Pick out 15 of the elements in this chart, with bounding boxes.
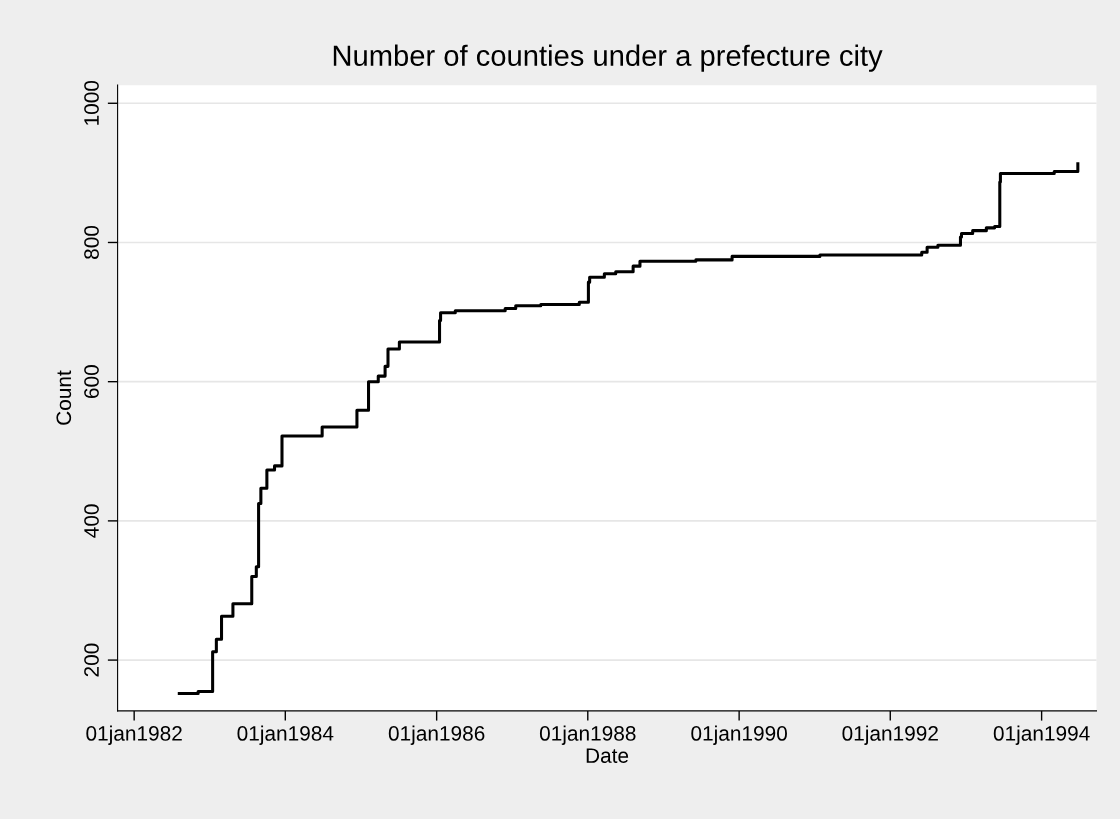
y-tick-label: 400	[84, 504, 99, 538]
x-axis-title: Date	[586, 748, 629, 763]
y-tick-label: 800	[84, 225, 99, 259]
y-axis-title: Count	[56, 370, 72, 425]
y-tick-label: 200	[84, 643, 99, 677]
x-tick-label: 01jan1984	[237, 725, 334, 745]
y-tick-label: 1000	[84, 80, 99, 125]
chart-title: Number of counties under a prefecture city	[333, 44, 883, 72]
x-tick-label: 01jan1982	[86, 725, 182, 745]
x-tick-label: 01jan1994	[993, 725, 1090, 745]
x-tick-label: 01jan1988	[539, 725, 636, 745]
x-tick-label: 01jan1986	[388, 725, 485, 745]
x-tick-label: 01jan1992	[842, 725, 938, 745]
y-tick-label: 600	[84, 365, 99, 398]
x-tick-label: 01jan1990	[691, 725, 787, 745]
